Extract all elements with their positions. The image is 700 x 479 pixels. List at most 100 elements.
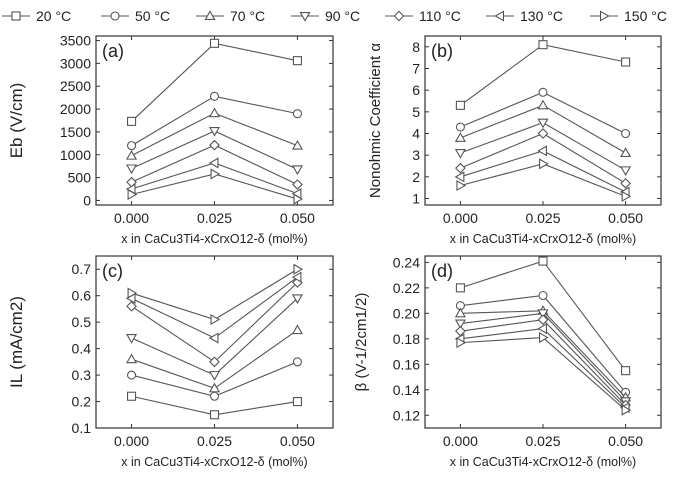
y-tick-label: 4 xyxy=(412,126,420,142)
x-tick-label: 0.050 xyxy=(280,433,315,449)
series-150-c xyxy=(456,158,632,202)
data-point xyxy=(209,139,220,151)
y-tick-label: 0.24 xyxy=(393,254,420,270)
series-90-c xyxy=(126,294,303,381)
data-point xyxy=(127,116,137,126)
y-tick-label: 0.2 xyxy=(72,394,92,410)
data-point xyxy=(620,147,632,157)
series-line xyxy=(131,162,298,195)
data-point xyxy=(537,118,549,129)
data-point xyxy=(127,188,138,201)
data-point xyxy=(291,271,302,283)
data-point xyxy=(620,166,632,177)
chart-panel-a: 0 500 1000 1500 2000 2500 3000 3500 0.000 0.025 0.… xyxy=(7,33,334,246)
legend-label: 70 °C xyxy=(230,8,265,24)
series-90-c xyxy=(454,118,632,177)
data-point xyxy=(537,145,548,157)
y-tick-label: 0.14 xyxy=(393,382,420,398)
panel-letter: (a) xyxy=(102,41,124,61)
y-tick-label: 0.12 xyxy=(393,407,420,423)
data-point xyxy=(208,371,221,381)
data-point xyxy=(127,391,137,401)
series-50-c xyxy=(455,87,631,139)
series-90-c xyxy=(126,127,303,176)
series-line xyxy=(131,268,298,321)
x-tick-label: 0.025 xyxy=(197,433,232,449)
series-line xyxy=(460,132,626,184)
y-tick-label: 1500 xyxy=(60,124,91,140)
data-point xyxy=(291,139,303,150)
data-point xyxy=(456,179,467,192)
y-tick-label: 5 xyxy=(412,104,420,120)
legend-marker-circle xyxy=(110,11,120,21)
x-axis-label: x in CaCu3Ti4-xCrxO12-δ (mol%) xyxy=(450,232,636,246)
data-point xyxy=(291,165,303,176)
x-tick-label: 0.000 xyxy=(114,210,149,226)
data-point xyxy=(126,149,138,160)
y-tick-label: 0.22 xyxy=(393,280,420,296)
data-point xyxy=(209,391,220,401)
data-point xyxy=(208,107,221,118)
legend-label: 50 °C xyxy=(135,8,170,24)
data-point xyxy=(455,162,466,174)
legend-marker-square xyxy=(11,11,21,21)
y-tick-label: 0.1 xyxy=(72,420,92,436)
y-tick-label: 6 xyxy=(412,82,420,98)
legend-label: 20 °C xyxy=(36,8,71,24)
data-point xyxy=(621,57,631,67)
data-point xyxy=(455,100,465,110)
series-20-c xyxy=(455,40,631,110)
data-point xyxy=(126,353,138,364)
data-point xyxy=(538,40,548,50)
legend-label: 150 °C xyxy=(624,8,667,24)
legend-entry-150-c: 150 °C xyxy=(590,8,667,24)
y-tick-label: 1000 xyxy=(60,147,91,163)
y-tick-label: 0.7 xyxy=(72,261,92,277)
data-point xyxy=(456,337,467,349)
y-tick-label: 0.18 xyxy=(393,331,420,347)
data-point xyxy=(293,193,304,205)
legend-entry-70-c: 70 °C xyxy=(196,8,265,24)
series-50-c xyxy=(127,91,303,151)
panel-letter: (c) xyxy=(102,261,123,281)
legend-entry-20-c: 20 °C xyxy=(2,8,71,24)
data-point xyxy=(621,404,632,416)
data-point xyxy=(454,149,466,159)
data-point xyxy=(455,283,465,293)
series-70-c xyxy=(454,99,632,157)
data-point xyxy=(537,314,549,326)
panel-letter: (d) xyxy=(431,261,453,281)
data-point xyxy=(293,263,304,275)
y-axis-label: β (V-1/2cm1/2) xyxy=(353,293,370,392)
x-tick-label: 0.000 xyxy=(443,210,478,226)
legend-marker-triangle-right xyxy=(599,10,610,22)
data-point xyxy=(538,331,549,344)
data-point xyxy=(292,396,303,407)
data-point xyxy=(209,410,220,420)
series-line xyxy=(131,173,298,200)
x-tick-label: 0.050 xyxy=(608,433,643,449)
series-line xyxy=(460,150,626,193)
data-point xyxy=(208,157,219,169)
data-point xyxy=(454,307,466,318)
y-tick-label: 0.5 xyxy=(72,314,92,330)
data-point xyxy=(127,141,137,151)
y-tick-label: 0.3 xyxy=(72,367,92,383)
data-point xyxy=(292,357,303,367)
data-point xyxy=(621,366,631,376)
data-point xyxy=(126,300,137,312)
y-tick-label: 2500 xyxy=(60,78,91,94)
y-tick-label: 500 xyxy=(68,170,92,186)
data-point xyxy=(292,179,303,190)
y-tick-label: 3 xyxy=(412,147,420,163)
data-point xyxy=(538,87,548,97)
y-tick-label: 0.20 xyxy=(393,305,420,321)
data-point xyxy=(210,313,221,326)
x-axis-label: x in CaCu3Ti4-xCrxO12-δ (mol%) xyxy=(121,232,307,246)
series-20-c xyxy=(127,391,303,420)
series-130-c xyxy=(125,157,302,200)
data-point xyxy=(537,323,548,335)
data-point xyxy=(209,91,220,101)
x-tick-label: 0.000 xyxy=(114,433,149,449)
